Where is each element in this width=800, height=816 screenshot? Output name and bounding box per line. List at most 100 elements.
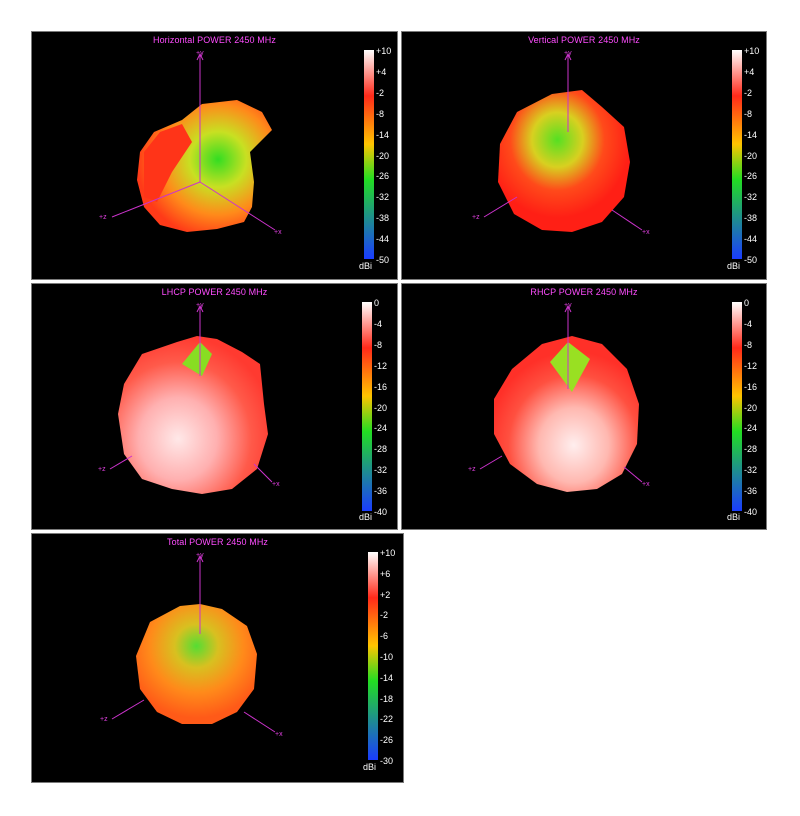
- y-axis-label: +y: [564, 50, 572, 57]
- lhcp-pattern-plot: [109, 304, 273, 494]
- scale-tick-label: -40: [744, 507, 758, 517]
- horizontal-lobe-shade: [144, 124, 192, 202]
- vertical-pattern-plot: [483, 52, 643, 232]
- scale-tick-label: -8: [744, 108, 753, 119]
- scale-tick-label: -8: [744, 339, 753, 350]
- unit-label: dBi: [359, 261, 373, 271]
- scale-tick-label: -14: [376, 129, 390, 140]
- scale-tick-label: +10: [380, 548, 396, 558]
- unit-label: dBi: [727, 512, 741, 522]
- scale-tick-label: -16: [374, 381, 388, 392]
- chart-title: RHCP POWER 2450 MHz: [530, 287, 638, 297]
- y-axis-label: +y: [564, 302, 572, 309]
- lhcp-null-region: [182, 342, 212, 376]
- scale-tick-label: -20: [374, 402, 388, 413]
- scale-tick-label: +4: [376, 66, 387, 77]
- z-axis: [111, 699, 145, 720]
- scale-tick-label: -36: [744, 486, 758, 497]
- scale-tick-label: -32: [376, 192, 390, 203]
- scale-tick-label: +10: [376, 46, 392, 56]
- scale-tick-label: -14: [380, 672, 394, 683]
- scale-tick-label: -8: [374, 339, 383, 350]
- scale-tick-label: -26: [744, 171, 758, 182]
- x-axis: [623, 466, 643, 483]
- scale-tick-label: -26: [380, 735, 394, 746]
- z-axis-label: +z: [100, 716, 108, 723]
- x-axis-label: +x: [274, 229, 282, 236]
- scale-tick-label: +6: [380, 568, 391, 579]
- scale-tick-label: -50: [744, 255, 758, 265]
- scale-tick-label: -18: [380, 693, 394, 704]
- scale-tick-label: -22: [380, 714, 394, 725]
- scale-tick-label: -32: [744, 192, 758, 203]
- color-scale-bar: [364, 50, 374, 259]
- horizontal-pattern-panel: Horizontal POWER 2450 MHz +y +z +x dBi +…: [31, 31, 398, 280]
- z-axis: [109, 455, 133, 470]
- scale-tick-label: -44: [376, 234, 390, 245]
- chart-title: Total POWER 2450 MHz: [166, 537, 269, 547]
- chart-title: LHCP POWER 2450 MHz: [161, 287, 268, 297]
- scale-tick-label: -38: [376, 213, 390, 224]
- z-axis: [111, 181, 201, 218]
- x-axis-label: +x: [642, 481, 650, 488]
- scale-tick-label: -2: [380, 610, 389, 621]
- x-axis-label: +x: [275, 731, 283, 738]
- scale-tick-label: -26: [376, 171, 390, 182]
- scale-tick-label: -20: [744, 150, 758, 161]
- unit-label: dBi: [727, 261, 741, 271]
- x-axis-label: +x: [642, 229, 650, 236]
- scale-tick-label: +10: [744, 46, 760, 56]
- y-axis-label: +y: [196, 50, 204, 57]
- unit-label: dBi: [359, 512, 373, 522]
- scale-tick-label: -20: [744, 402, 758, 413]
- scale-tick-label: -28: [744, 444, 758, 455]
- scale-tick-label: 0: [374, 298, 380, 308]
- scale-tick-label: -28: [374, 444, 388, 455]
- scale-tick-label: -40: [374, 507, 388, 517]
- scale-tick-label: -2: [376, 87, 385, 98]
- scale-tick-label: -6: [380, 631, 389, 642]
- x-axis: [199, 181, 276, 231]
- vertical-pattern-surface: [498, 90, 630, 232]
- scale-tick-label: -4: [744, 318, 753, 329]
- x-axis: [611, 209, 643, 231]
- unit-label: dBi: [363, 762, 377, 772]
- z-axis-label: +z: [98, 466, 106, 473]
- rhcp-pattern-surface: [494, 336, 639, 492]
- rhcp-pattern-plot: [479, 304, 643, 492]
- scale-tick-label: -32: [744, 465, 758, 476]
- scale-tick-label: -36: [374, 486, 388, 497]
- vertical-pattern-panel: Vertical POWER 2450 MHz +y +z +x dBi +10…: [401, 31, 767, 280]
- lhcp-pattern-surface: [118, 336, 268, 494]
- scale-tick-label: +4: [744, 66, 755, 77]
- scale-tick-label: -38: [744, 213, 758, 224]
- chart-title: Vertical POWER 2450 MHz: [528, 35, 640, 45]
- scale-tick-label: -10: [380, 652, 394, 662]
- z-axis-label: +z: [472, 214, 480, 221]
- scale-tick-label: -30: [380, 756, 394, 766]
- color-scale-bar: [362, 302, 372, 511]
- x-axis: [253, 463, 273, 483]
- scale-tick-label: -50: [376, 255, 390, 265]
- scale-tick-label: -14: [744, 129, 758, 140]
- scale-tick-label: -20: [376, 150, 390, 161]
- scale-tick-label: -24: [744, 423, 758, 434]
- scale-tick-label: -16: [744, 381, 758, 392]
- z-axis-label: +z: [99, 214, 107, 221]
- x-axis-label: +x: [272, 481, 280, 488]
- lhcp-pattern-panel: LHCP POWER 2450 MHz +y +z +x dBi 0 -4 -8 -1…: [31, 283, 398, 530]
- scale-tick-label: -44: [744, 234, 758, 245]
- y-axis-label: +y: [196, 302, 204, 309]
- scale-tick-label: -24: [374, 423, 388, 434]
- rhcp-null-region: [550, 342, 590, 392]
- color-scale-bar: [732, 50, 742, 259]
- scale-tick-label: -2: [744, 87, 753, 98]
- scale-tick-label: -12: [374, 360, 388, 371]
- rhcp-pattern-panel: RHCP POWER 2450 MHz +y +z +x dBi 0 -4 -8 -1…: [401, 283, 767, 530]
- chart-title: Horizontal POWER 2450 MHz: [152, 35, 277, 45]
- total-pattern-panel: Total POWER 2450 MHz +y +z +x dBi +10 +6 +…: [31, 533, 404, 783]
- total-pattern-surface: [136, 604, 257, 724]
- horizontal-pattern-plot: [111, 52, 276, 232]
- y-axis-label: +y: [196, 552, 204, 559]
- scale-tick-label: -32: [374, 465, 388, 476]
